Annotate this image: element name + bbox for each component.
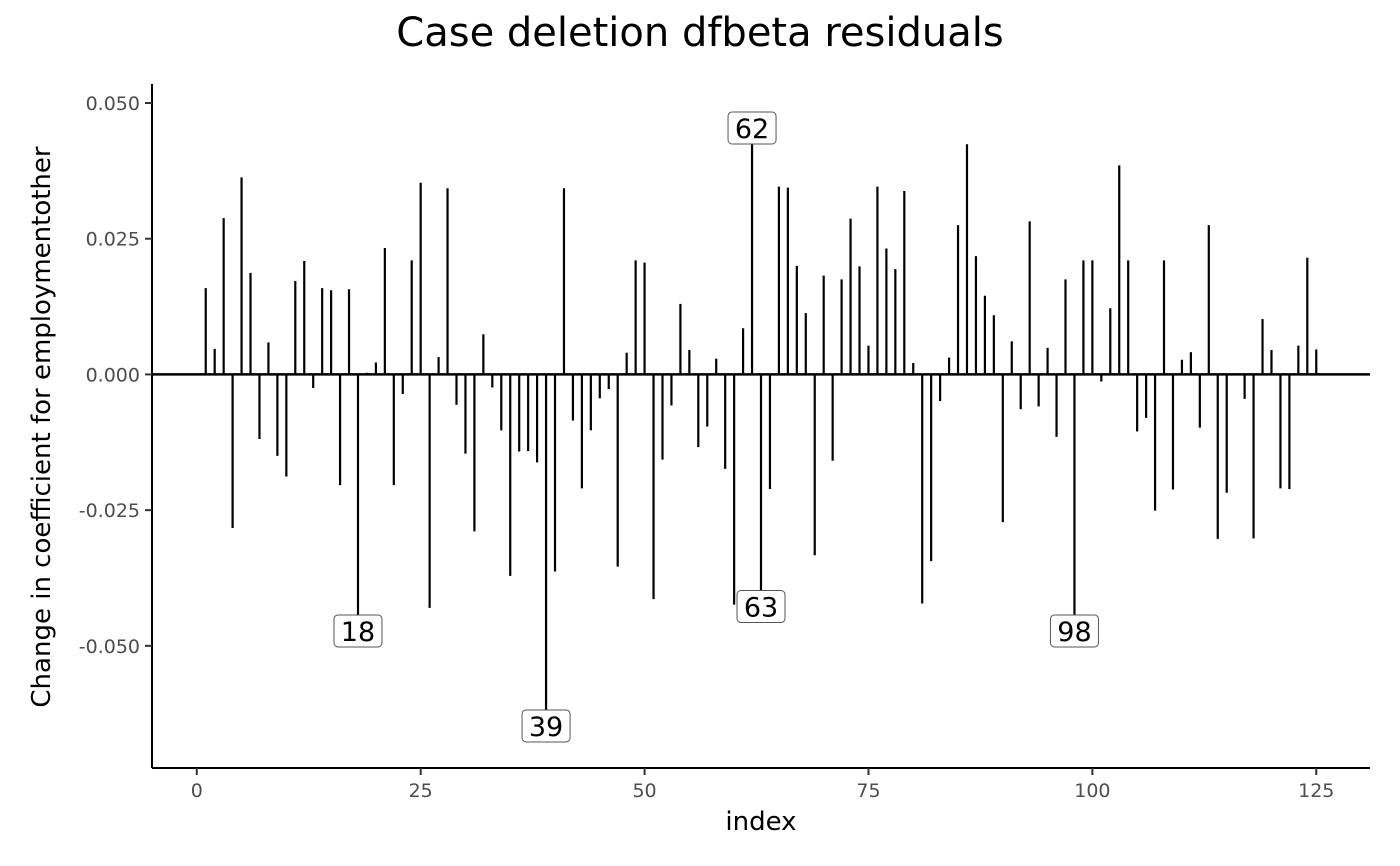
annotation-39: 39 bbox=[521, 709, 571, 743]
x-tick-label: 125 bbox=[1298, 780, 1334, 802]
y-tick-label: -0.025 bbox=[79, 500, 140, 522]
y-tick-label: 0.050 bbox=[86, 93, 140, 115]
annotation-label: 39 bbox=[529, 712, 563, 743]
x-tick-label: 25 bbox=[409, 780, 433, 802]
axes: -0.050 -0.025 0.000 0.025 0.050 0 25 50 75 100 125 bbox=[79, 84, 1370, 802]
annotation-98: 98 bbox=[1049, 614, 1099, 648]
x-tick-label: 50 bbox=[632, 780, 656, 802]
x-tick-label: 75 bbox=[856, 780, 880, 802]
y-tick-label: 0.000 bbox=[86, 364, 140, 386]
stems bbox=[152, 127, 1370, 723]
chart-title: Case deletion dfbeta residuals bbox=[396, 10, 1003, 56]
annotation-box bbox=[333, 614, 383, 648]
annotation-box bbox=[736, 590, 786, 624]
annotation-63: 63 bbox=[736, 590, 786, 624]
annotation-label: 63 bbox=[744, 593, 778, 624]
y-axis-title: Change in coefficient for employmentothe… bbox=[27, 146, 57, 707]
point-annotations: 18 39 62 63 98 bbox=[333, 111, 1099, 743]
annotation-18: 18 bbox=[333, 614, 383, 648]
y-tick-label: 0.025 bbox=[86, 229, 140, 251]
x-axis-title: index bbox=[725, 807, 796, 837]
x-tick-label: 100 bbox=[1074, 780, 1110, 802]
annotation-box bbox=[727, 111, 777, 145]
annotation-label: 62 bbox=[735, 114, 769, 145]
annotation-label: 98 bbox=[1057, 617, 1091, 648]
annotation-box bbox=[521, 709, 571, 743]
annotation-label: 18 bbox=[341, 617, 375, 648]
annotation-62: 62 bbox=[727, 111, 777, 145]
y-tick-label: -0.050 bbox=[79, 636, 140, 658]
annotation-box bbox=[1049, 614, 1099, 648]
x-tick-label: 0 bbox=[191, 780, 203, 802]
